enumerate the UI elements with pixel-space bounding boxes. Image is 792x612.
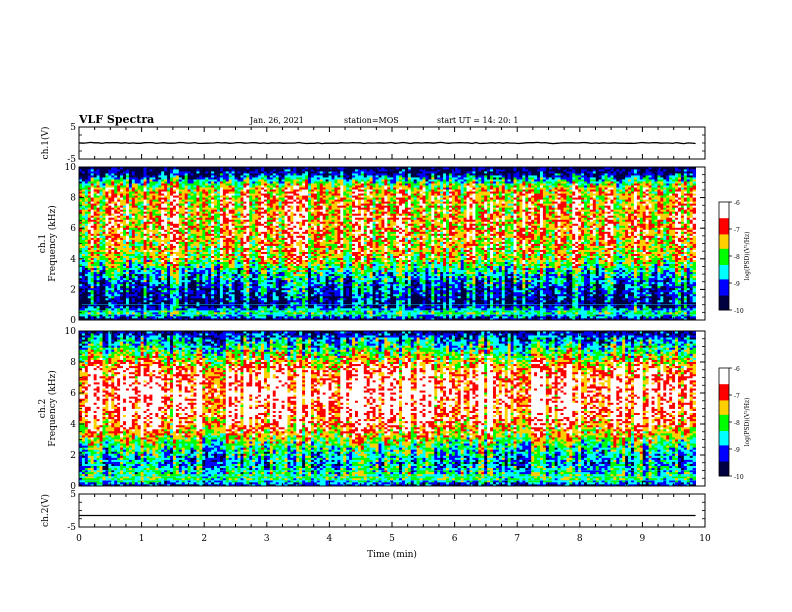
start-time-label: start UT = 14: 20: 1 [437,116,518,125]
y-axis-label-line: ch.1(V) [40,127,51,160]
waveform-ch1-panel: 5-5ch.1(V) [40,123,705,165]
date-label: Jan. 26, 2021 [249,116,304,125]
spectrogram-cells [79,167,696,320]
y-tick-label: 5 [70,123,76,133]
figure-title: VLF Spectra [78,113,154,126]
vlf-spectra-figure: VLF Spectra Jan. 26, 2021 station=MOS st… [0,0,792,612]
waveform-line [79,142,696,143]
spectrogram-ch1-panel: -6-7-8-9-10log(PSD)(V²/Hz)0246810ch.1Fre… [38,163,751,326]
figure-header: VLF Spectra Jan. 26, 2021 station=MOS st… [78,113,518,126]
station-label: station=MOS [344,116,399,125]
y-axis-label: ch.1(V) [40,127,51,160]
